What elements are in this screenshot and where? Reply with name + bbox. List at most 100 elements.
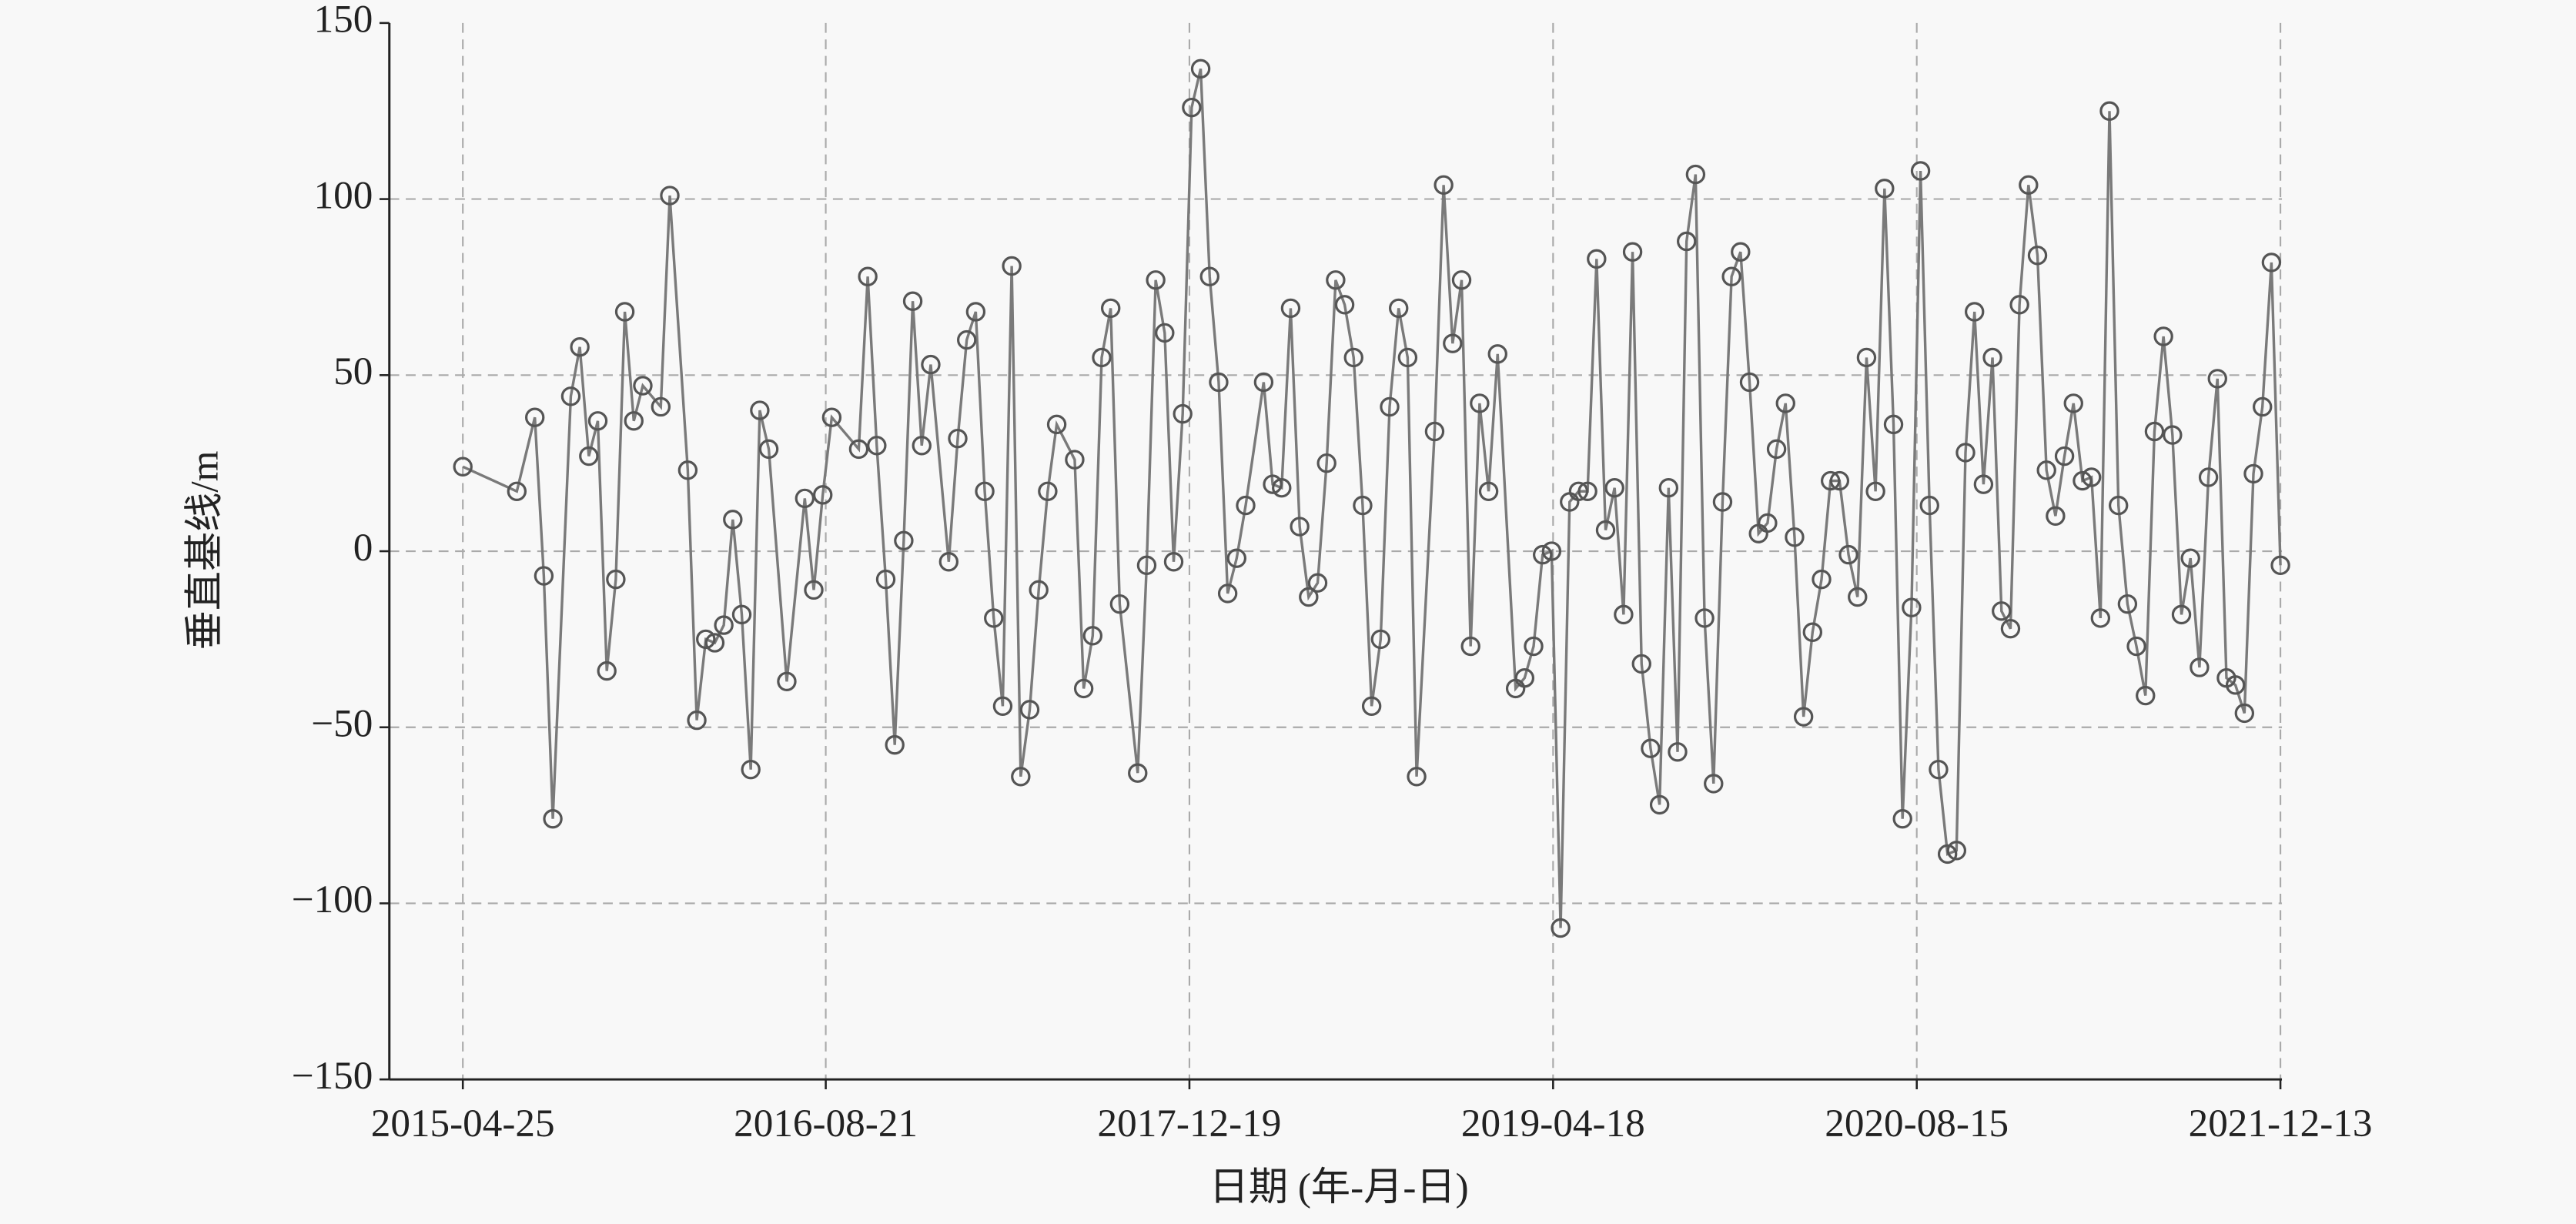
data-point	[1946, 841, 1967, 861]
data-point	[1766, 439, 1787, 460]
data-point	[1541, 541, 1562, 561]
data-point	[1577, 481, 1597, 501]
data-point	[696, 629, 716, 650]
data-point	[1802, 622, 1823, 642]
data-point	[2126, 636, 2146, 657]
data-point	[1173, 403, 1193, 424]
y-tick-label: 50	[333, 349, 373, 393]
x-tick-label: 2015-04-25	[371, 1102, 555, 1145]
data-point	[624, 411, 644, 431]
data-point	[1992, 601, 2012, 621]
data-point	[1082, 626, 1103, 646]
data-point	[1731, 242, 1751, 262]
data-point	[1209, 372, 1229, 393]
data-point	[1551, 918, 1571, 938]
data-point	[1334, 295, 1355, 315]
data-point	[1982, 347, 2002, 368]
data-point	[984, 608, 1004, 628]
data-point	[1182, 97, 1202, 118]
data-point	[704, 633, 725, 653]
data-point	[2019, 175, 2039, 195]
data-point	[524, 407, 545, 427]
data-point	[1451, 270, 1472, 290]
data-point	[1155, 323, 1175, 343]
y-tick-label: −50	[311, 701, 373, 745]
data-point	[1631, 654, 1651, 674]
data-point	[587, 411, 608, 431]
data-point	[912, 436, 932, 456]
data-point	[1937, 844, 1958, 864]
y-axis-label: 垂直基线/m	[183, 450, 227, 650]
data-point	[2171, 604, 2192, 625]
data-point	[2099, 101, 2119, 121]
data-point	[2054, 446, 2075, 467]
data-point	[1443, 333, 1463, 353]
data-point	[1929, 759, 1949, 780]
data-point	[579, 446, 599, 467]
data-point	[1361, 696, 1382, 717]
data-point	[1343, 347, 1363, 368]
data-point	[1424, 421, 1445, 442]
data-point	[687, 710, 707, 731]
data-point	[1533, 544, 1553, 565]
data-point	[2207, 369, 2227, 389]
data-point	[1073, 678, 1094, 699]
data-point	[902, 291, 923, 311]
data-point	[1253, 372, 1274, 393]
data-point	[1856, 347, 1877, 368]
data-point	[894, 530, 914, 551]
data-point	[1370, 629, 1391, 650]
data-point	[1658, 477, 1679, 498]
data-point	[1721, 266, 1741, 286]
data-point	[1326, 270, 1346, 290]
data-point	[1065, 450, 1085, 470]
data-point	[938, 552, 959, 572]
data-point	[2027, 246, 2048, 266]
data-point	[1307, 573, 1328, 593]
data-point	[1821, 470, 1841, 491]
data-point	[1649, 794, 1670, 815]
data-point	[1199, 266, 1219, 286]
data-point	[1272, 477, 1292, 498]
data-point	[1019, 700, 1040, 720]
data-point	[1712, 492, 1733, 512]
data-point	[1217, 584, 1238, 604]
data-point	[1470, 393, 1490, 413]
data-point	[1263, 474, 1283, 494]
data-point	[2009, 295, 2029, 315]
data-point	[758, 439, 779, 460]
data-point	[1236, 495, 1256, 516]
data-line	[462, 68, 2282, 928]
data-point	[1641, 738, 1661, 758]
data-point	[1128, 763, 1148, 783]
data-point	[1316, 453, 1337, 473]
data-point	[2234, 703, 2255, 724]
data-point	[741, 759, 761, 780]
data-point	[2046, 506, 2066, 526]
data-point	[1046, 414, 1067, 435]
data-point	[560, 386, 581, 406]
x-tick-label: 2017-12-19	[1098, 1102, 1282, 1145]
data-point	[1002, 256, 1022, 276]
data-point	[1136, 555, 1157, 576]
data-point	[1604, 477, 1624, 498]
data-point	[2090, 608, 2111, 628]
data-point	[453, 456, 473, 477]
data-point	[1524, 636, 1544, 657]
data-point	[714, 615, 734, 635]
data-point	[2180, 548, 2200, 568]
data-point	[1883, 414, 1904, 435]
data-point	[1389, 298, 1409, 319]
data-point	[2144, 421, 2165, 442]
data-point	[867, 436, 887, 456]
data-point	[1677, 231, 1697, 252]
data-point	[1892, 808, 1912, 829]
data-point	[2153, 326, 2173, 346]
data-point	[633, 376, 653, 396]
data-point	[1595, 520, 1616, 540]
data-point	[731, 604, 752, 625]
data-point	[606, 569, 626, 590]
data-point	[2109, 495, 2129, 516]
